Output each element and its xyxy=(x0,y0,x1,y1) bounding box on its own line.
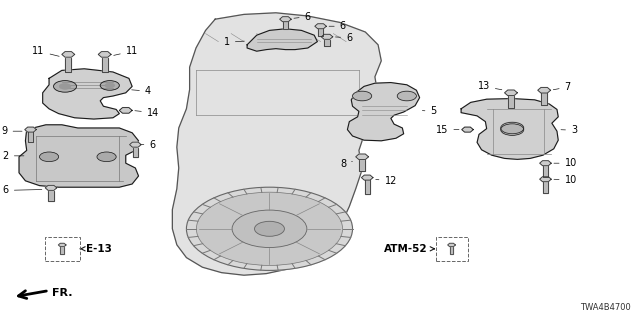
Text: 4: 4 xyxy=(132,86,151,96)
Text: 6: 6 xyxy=(141,140,156,150)
Polygon shape xyxy=(99,52,111,57)
Text: 6: 6 xyxy=(329,21,346,31)
Polygon shape xyxy=(62,52,75,57)
Polygon shape xyxy=(49,191,54,201)
Text: 10: 10 xyxy=(554,175,577,185)
Polygon shape xyxy=(283,22,288,29)
Circle shape xyxy=(500,124,524,135)
Polygon shape xyxy=(508,96,514,108)
Circle shape xyxy=(353,91,372,101)
Polygon shape xyxy=(58,243,66,247)
Text: 6: 6 xyxy=(3,185,42,196)
Text: 12: 12 xyxy=(376,176,397,186)
Polygon shape xyxy=(461,99,558,159)
Polygon shape xyxy=(119,108,132,113)
Polygon shape xyxy=(348,83,420,141)
Polygon shape xyxy=(450,247,453,254)
Polygon shape xyxy=(45,185,57,190)
Text: 13: 13 xyxy=(477,81,502,92)
Polygon shape xyxy=(247,29,317,51)
Polygon shape xyxy=(129,142,141,147)
Text: E-13: E-13 xyxy=(81,244,112,254)
Circle shape xyxy=(186,187,353,270)
Circle shape xyxy=(105,83,115,88)
Text: 2: 2 xyxy=(3,151,24,161)
Text: TWA4B4700: TWA4B4700 xyxy=(580,303,630,312)
Text: 7: 7 xyxy=(554,82,571,92)
Text: 5: 5 xyxy=(422,106,436,116)
Polygon shape xyxy=(448,243,456,247)
Text: FR.: FR. xyxy=(52,288,73,299)
Polygon shape xyxy=(318,29,323,36)
Polygon shape xyxy=(543,166,548,177)
Text: ATM-52: ATM-52 xyxy=(384,244,435,254)
Circle shape xyxy=(232,210,307,248)
Circle shape xyxy=(40,152,59,162)
Text: 9: 9 xyxy=(1,126,22,136)
Polygon shape xyxy=(543,182,548,193)
Circle shape xyxy=(255,221,284,236)
Polygon shape xyxy=(60,247,64,254)
Polygon shape xyxy=(28,132,33,142)
Polygon shape xyxy=(356,154,369,160)
Polygon shape xyxy=(102,58,108,72)
Polygon shape xyxy=(365,180,370,194)
Text: 3: 3 xyxy=(561,125,577,135)
Polygon shape xyxy=(359,160,365,171)
Text: 14: 14 xyxy=(135,108,159,118)
Circle shape xyxy=(397,91,417,101)
Polygon shape xyxy=(538,87,550,93)
Polygon shape xyxy=(324,40,330,46)
Polygon shape xyxy=(321,34,333,39)
Bar xyxy=(436,237,467,261)
Polygon shape xyxy=(280,17,291,22)
Circle shape xyxy=(60,84,71,89)
Circle shape xyxy=(97,152,116,162)
Polygon shape xyxy=(541,93,547,105)
Text: 11: 11 xyxy=(114,46,138,56)
Polygon shape xyxy=(540,161,551,166)
Polygon shape xyxy=(19,125,138,187)
Text: 8: 8 xyxy=(340,159,353,169)
Circle shape xyxy=(54,81,77,92)
Polygon shape xyxy=(315,24,326,29)
Polygon shape xyxy=(462,127,473,132)
Polygon shape xyxy=(43,69,132,119)
Text: 6: 6 xyxy=(294,12,311,22)
Polygon shape xyxy=(172,13,381,275)
Polygon shape xyxy=(25,127,36,132)
Text: 1: 1 xyxy=(224,37,244,47)
Polygon shape xyxy=(504,90,517,96)
Bar xyxy=(45,237,80,261)
Polygon shape xyxy=(362,175,373,180)
Circle shape xyxy=(100,81,119,90)
Circle shape xyxy=(196,192,342,265)
Polygon shape xyxy=(132,148,138,157)
Polygon shape xyxy=(65,58,71,72)
Circle shape xyxy=(500,122,524,134)
Polygon shape xyxy=(540,177,551,182)
Text: 10: 10 xyxy=(554,158,577,168)
Text: 15: 15 xyxy=(436,124,459,135)
Text: 11: 11 xyxy=(33,46,59,56)
Text: 6: 6 xyxy=(335,33,352,43)
